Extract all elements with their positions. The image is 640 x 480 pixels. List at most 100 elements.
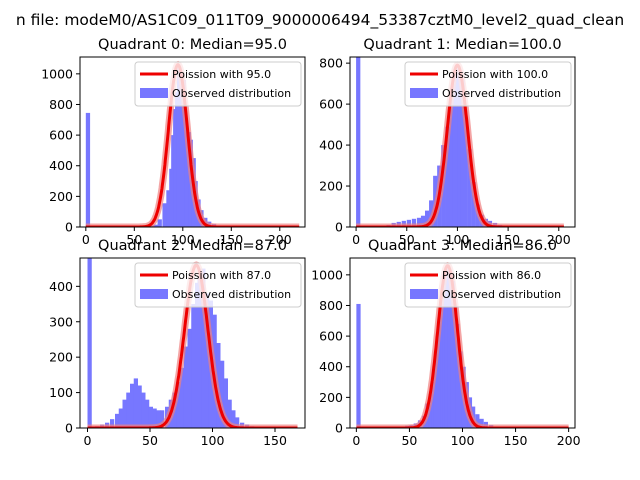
hist-bar	[455, 323, 460, 428]
y-tick-label: 600	[319, 329, 343, 344]
hist-bar	[223, 378, 228, 428]
hist-bar	[157, 219, 162, 227]
figure-suptitle: n file: modeM0/AS1C09_011T09_9000006494_…	[16, 11, 624, 30]
hist-bar	[122, 399, 127, 428]
panel-quadrant-2: 0 50 100 150 0 100 200 300 400 Quadrant 2: Median…	[49, 238, 306, 448]
panel-quadrant-0: 0 50 100 150 200 0 200 400 600 800 1000 Quadrant 0:…	[41, 37, 306, 247]
x-tick-label: 150	[219, 232, 243, 247]
x-tick-label: 0	[352, 433, 360, 448]
hist-bar	[454, 67, 459, 227]
hist-bar	[442, 274, 447, 428]
legend-box	[134, 262, 302, 308]
x-tick-label: 200	[268, 232, 292, 247]
x-tick-label: 50	[399, 232, 415, 247]
panel-title: Quadrant 1: Median=100.0	[363, 37, 561, 53]
hist-bar	[141, 392, 146, 428]
y-tick-label: 400	[49, 279, 73, 294]
hist-bar	[181, 79, 187, 227]
y-tick-label: 100	[49, 385, 73, 400]
legend-fit-label: Poission with 86.0	[442, 269, 541, 282]
axes-frame	[349, 56, 576, 228]
hist-bar	[85, 112, 91, 227]
x-tick-label: 50	[401, 433, 417, 448]
hist-bar	[145, 399, 150, 428]
hist-bar	[137, 385, 142, 428]
fit-curve	[356, 264, 569, 428]
panel-quadrant-1: 0 50 100 150 200 0 200 400 600 800 Quadrant 1: Med…	[319, 37, 576, 247]
legend-hist-swatch	[140, 88, 168, 98]
hist-bar	[187, 328, 192, 428]
hist-bar	[130, 383, 135, 428]
x-tick-label: 100	[201, 433, 225, 448]
hist-bar	[166, 190, 171, 227]
legend-box	[404, 262, 572, 308]
hist-bar	[201, 268, 206, 428]
legend-hist-swatch	[140, 289, 168, 299]
hist-bar	[197, 275, 202, 428]
hist-bar	[205, 293, 210, 428]
hist-bar	[156, 410, 161, 428]
y-tick-label: 400	[319, 359, 343, 374]
y-tick-label: 1000	[41, 66, 73, 81]
legend-hist-swatch	[410, 289, 438, 299]
x-tick-label: 150	[263, 433, 287, 448]
x-tick-label: 0	[352, 232, 360, 247]
hist-bar	[457, 71, 462, 227]
hist-bar	[133, 378, 138, 428]
hist-bar	[148, 406, 153, 428]
axes-frame	[79, 56, 306, 228]
hist-bar	[162, 203, 167, 227]
y-tick-label: 1000	[311, 267, 343, 282]
x-tick-label: 100	[451, 433, 475, 448]
legend-fit-label: Poission with 87.0	[172, 269, 271, 282]
hist-bar	[479, 418, 484, 428]
hist-bar	[152, 408, 157, 428]
x-tick-label: 100	[171, 232, 195, 247]
hist-bar	[471, 181, 476, 227]
legend: Poission with 100.0 Observed distribution	[404, 61, 572, 107]
hist-bar	[231, 410, 236, 428]
hist-bar	[406, 219, 412, 227]
legend-box	[134, 61, 302, 107]
panel-title: Quadrant 3: Median=86.0	[368, 238, 557, 254]
plot-area	[356, 261, 569, 428]
y-tick-label: 200	[319, 390, 343, 405]
hist-bar	[110, 419, 115, 428]
hist-bar	[235, 417, 240, 428]
y-tick-label: 0	[335, 421, 343, 436]
axes-frame	[79, 257, 306, 429]
panel-title: Quadrant 2: Median=87.0	[98, 238, 287, 254]
x-tick-label: 150	[504, 433, 528, 448]
hist-bar	[118, 408, 123, 428]
hist-bar	[160, 410, 165, 428]
hist-bar	[153, 224, 158, 227]
legend-hist-label: Observed distribution	[172, 288, 291, 301]
hist-bar	[460, 79, 465, 227]
hist-bar	[176, 381, 181, 428]
hist-bar	[356, 57, 361, 227]
hist-bar	[416, 217, 422, 227]
hist-bar	[87, 258, 92, 428]
fit-curve	[85, 63, 300, 227]
plot-area	[85, 60, 300, 227]
hist-bar	[458, 351, 463, 428]
x-tick-label: 150	[496, 232, 520, 247]
y-tick-label: 400	[319, 138, 343, 153]
legend: Poission with 87.0 Observed distribution	[134, 262, 302, 308]
panel-quadrant-3: 0 50 100 150 200 0 200 400 600 800 1000 Quadrant 3:…	[311, 238, 580, 448]
x-tick-label: 50	[126, 232, 142, 247]
hist-bar	[447, 274, 452, 428]
hist-bar	[428, 394, 433, 428]
hist-bar	[444, 268, 449, 428]
hist-bar	[356, 303, 361, 428]
hist-bar	[178, 81, 184, 227]
y-tick-label: 200	[49, 189, 73, 204]
hist-bar	[475, 414, 480, 428]
y-tick-label: 0	[335, 220, 343, 235]
legend-hist-label: Observed distribution	[442, 288, 561, 301]
hist-bar	[183, 346, 188, 428]
hist-bar	[180, 367, 185, 428]
hist-bar	[445, 126, 450, 227]
hist-bar	[467, 149, 472, 227]
